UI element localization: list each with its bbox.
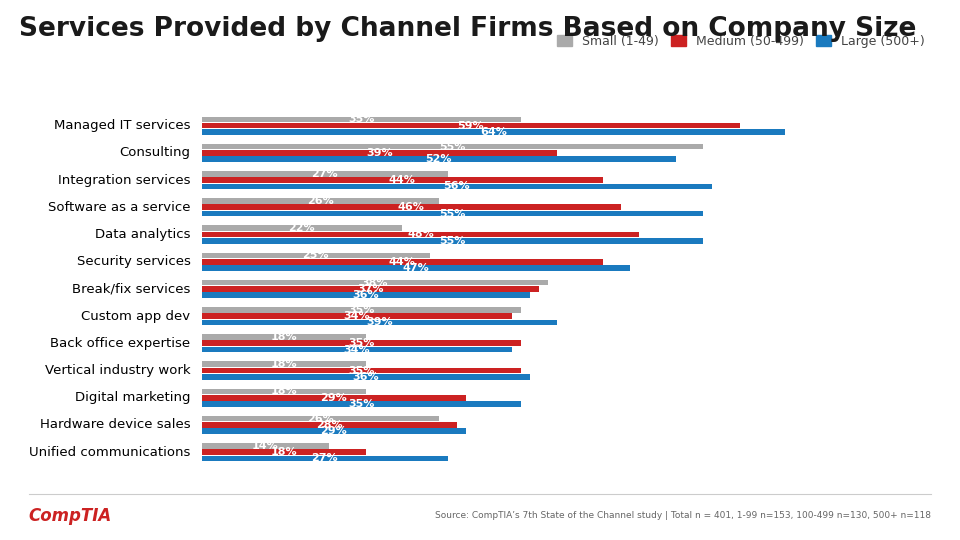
Bar [202, 395, 466, 401]
Text: 29%: 29% [321, 393, 348, 403]
Text: CompTIA: CompTIA [29, 507, 112, 525]
Text: 48%: 48% [407, 230, 434, 240]
Bar [202, 265, 630, 271]
Text: 44%: 44% [389, 175, 416, 185]
Bar [202, 156, 676, 162]
Bar [202, 449, 366, 455]
Bar [202, 341, 520, 346]
Text: 18%: 18% [271, 359, 297, 369]
Text: 37%: 37% [357, 284, 384, 294]
Text: 39%: 39% [366, 148, 393, 158]
Bar [202, 259, 603, 265]
Bar [202, 389, 366, 394]
Bar [202, 374, 530, 380]
Bar [202, 361, 366, 367]
Text: 34%: 34% [344, 345, 370, 355]
Bar [202, 422, 457, 428]
Text: 36%: 36% [352, 372, 379, 382]
Text: 39%: 39% [366, 318, 393, 327]
Text: 56%: 56% [444, 181, 470, 191]
Text: 38%: 38% [362, 278, 388, 288]
Text: 55%: 55% [440, 208, 466, 219]
Bar [202, 205, 621, 210]
Bar [202, 443, 329, 449]
Bar [202, 150, 557, 156]
Text: 27%: 27% [311, 169, 338, 179]
Text: 35%: 35% [348, 338, 374, 348]
Bar [202, 198, 439, 204]
Bar [202, 171, 447, 177]
Text: 36%: 36% [352, 290, 379, 300]
Bar [202, 211, 703, 217]
Bar [202, 177, 603, 183]
Text: 18%: 18% [271, 447, 297, 457]
Text: 52%: 52% [425, 154, 452, 164]
Bar [202, 253, 429, 258]
Text: Services Provided by Channel Firms Based on Company Size: Services Provided by Channel Firms Based… [19, 16, 917, 42]
Bar [202, 292, 530, 298]
Text: 55%: 55% [440, 141, 466, 152]
Text: 34%: 34% [344, 311, 370, 321]
Text: 14%: 14% [252, 441, 278, 451]
Text: 44%: 44% [389, 256, 416, 267]
Text: 29%: 29% [321, 426, 348, 436]
Bar [202, 129, 785, 135]
Text: 26%: 26% [307, 414, 333, 424]
Bar [202, 280, 548, 286]
Bar [202, 184, 712, 189]
Legend: Small (1-49), Medium (50-499), Large (500+): Small (1-49), Medium (50-499), Large (50… [557, 35, 924, 48]
Bar [202, 347, 512, 353]
Text: 22%: 22% [289, 223, 315, 233]
Text: Source: CompTIA’s 7th State of the Channel study | Total n = 401, 1-99 n=153, 10: Source: CompTIA’s 7th State of the Chann… [435, 511, 931, 520]
Bar [202, 456, 447, 461]
Bar [202, 144, 703, 150]
Bar [202, 368, 520, 373]
Text: 59%: 59% [457, 120, 484, 131]
Bar [202, 416, 439, 422]
Text: 35%: 35% [348, 114, 374, 124]
Bar [202, 428, 466, 434]
Bar [202, 232, 639, 237]
Text: 47%: 47% [402, 263, 429, 273]
Text: 64%: 64% [480, 127, 507, 137]
Bar [202, 307, 520, 313]
Bar [202, 225, 402, 231]
Text: 35%: 35% [348, 399, 374, 409]
Text: 18%: 18% [271, 332, 297, 342]
Text: 26%: 26% [307, 196, 333, 206]
Text: 28%: 28% [316, 420, 343, 430]
Text: 46%: 46% [398, 202, 424, 212]
Bar [202, 286, 540, 292]
Bar [202, 401, 520, 407]
Text: 55%: 55% [440, 236, 466, 246]
Text: 27%: 27% [311, 454, 338, 463]
Bar [202, 238, 703, 244]
Text: 35%: 35% [348, 366, 374, 375]
Text: 18%: 18% [271, 387, 297, 396]
Bar [202, 123, 739, 129]
Bar [202, 320, 557, 325]
Bar [202, 313, 512, 319]
Bar [202, 334, 366, 340]
Text: 25%: 25% [302, 251, 329, 260]
Text: 35%: 35% [348, 305, 374, 315]
Bar [202, 117, 520, 122]
